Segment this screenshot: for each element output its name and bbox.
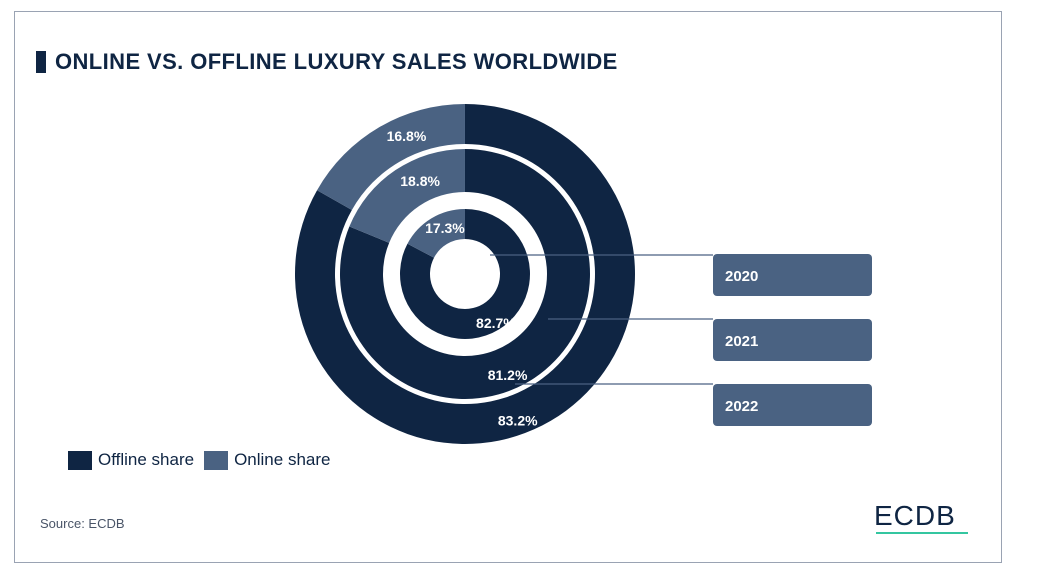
- logo-underline: [876, 532, 968, 534]
- chart-title: ONLINE VS. OFFLINE LUXURY SALES WORLDWID…: [55, 49, 618, 74]
- year-box-2022: [713, 384, 872, 426]
- label-online-2022: 16.8%: [387, 128, 427, 144]
- year-box-2020: [713, 254, 872, 296]
- slice-online-2020: [407, 209, 465, 258]
- legend-swatch-offline: [68, 450, 92, 470]
- year-box-2021: [713, 319, 872, 361]
- label-online-2020: 17.3%: [425, 220, 465, 236]
- source-note: Source: ECDB: [40, 516, 125, 531]
- title-block: ONLINE VS. OFFLINE LUXURY SALES WORLDWID…: [36, 49, 618, 75]
- slice-offline-2020: [400, 209, 530, 339]
- label-online-2021: 18.8%: [400, 173, 440, 189]
- legend-item-offline: Offline share: [68, 450, 194, 470]
- slice-online-2021: [349, 149, 465, 243]
- legend-label-online: Online share: [234, 450, 331, 469]
- slice-offline-2021: [340, 149, 590, 399]
- year-label-2021: 2021: [725, 333, 758, 350]
- label-offline-2020: 82.7%: [476, 315, 516, 331]
- legend-swatch-online: [204, 450, 229, 470]
- label-offline-2021: 81.2%: [488, 367, 528, 383]
- title-bar-icon: [36, 51, 46, 73]
- year-label-2022: 2022: [725, 398, 758, 415]
- label-offline-2022: 83.2%: [498, 412, 538, 428]
- legend-item-online: Online share: [204, 450, 330, 470]
- legend-label-offline: Offline share: [98, 450, 195, 469]
- legend: Offline share Online share: [68, 450, 340, 470]
- year-label-2020: 2020: [725, 268, 758, 285]
- slice-online-2022: [317, 104, 465, 210]
- ecdb-logo: ECDB: [874, 500, 956, 531]
